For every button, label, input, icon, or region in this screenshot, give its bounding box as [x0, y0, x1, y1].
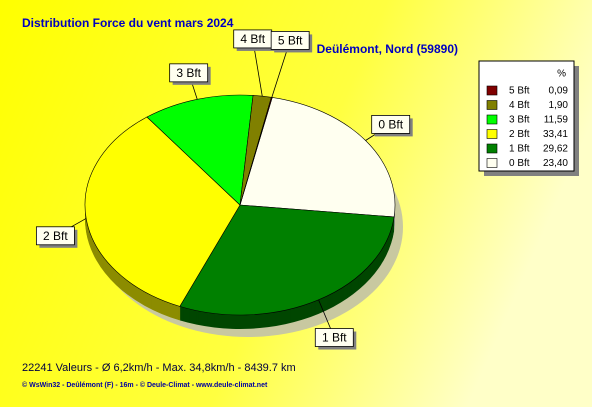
legend-label: 1 Bft	[509, 144, 530, 155]
slice-label: 1 Bft	[322, 331, 347, 345]
legend-swatch	[486, 143, 498, 154]
slice-label: 5 Bft	[278, 34, 303, 48]
slice	[239, 97, 396, 218]
legend-value: 1,90	[549, 100, 569, 111]
legend-label: 5 Bft	[509, 86, 530, 97]
chart-title: Distribution Force du vent mars 2024	[22, 16, 234, 30]
label-box	[270, 31, 310, 50]
legend-label: 0 Bft	[509, 158, 530, 169]
legend-value: 29,62	[543, 144, 568, 155]
legend: % 5 Bft 0,09 4 Bft 1,90 3 Bft 11,59 2 Bft 33,41…	[478, 60, 579, 176]
legend-value: 23,40	[543, 158, 568, 169]
legend-swatch	[486, 129, 498, 139]
label-box	[314, 328, 354, 347]
legend-header: %	[557, 69, 566, 80]
legend-label: 2 Bft	[509, 129, 530, 140]
legend-value: 33,41	[543, 129, 568, 140]
slice	[239, 96, 273, 206]
footer: 22241 Valeurs - Ø 6,2km/h - Max. 34,8km/…	[22, 362, 296, 374]
slice-label: 0 Bft	[378, 118, 403, 132]
chart-subtitle: Deülémont, Nord (59890)	[317, 42, 458, 56]
legend-label: 4 Bft	[509, 100, 530, 111]
slice-label: 3 Bft	[176, 66, 201, 80]
slice	[146, 94, 254, 206]
slice-label: 2 Bft	[43, 229, 68, 243]
slice-label: 4 Bft	[240, 32, 265, 46]
legend-swatch	[486, 114, 498, 125]
legend-swatch	[486, 85, 498, 96]
legend-value: 0,09	[549, 86, 569, 97]
label-box	[169, 63, 209, 83]
legend-label: 3 Bft	[509, 115, 530, 126]
legend-value: 11,59	[544, 115, 569, 126]
credits: © WsWin32 - Deûlémont (F) - 16m - © Deul…	[22, 381, 268, 389]
label-box	[35, 226, 75, 246]
legend-swatch	[486, 100, 498, 110]
label-box	[371, 115, 411, 134]
legend-swatch	[486, 158, 498, 168]
